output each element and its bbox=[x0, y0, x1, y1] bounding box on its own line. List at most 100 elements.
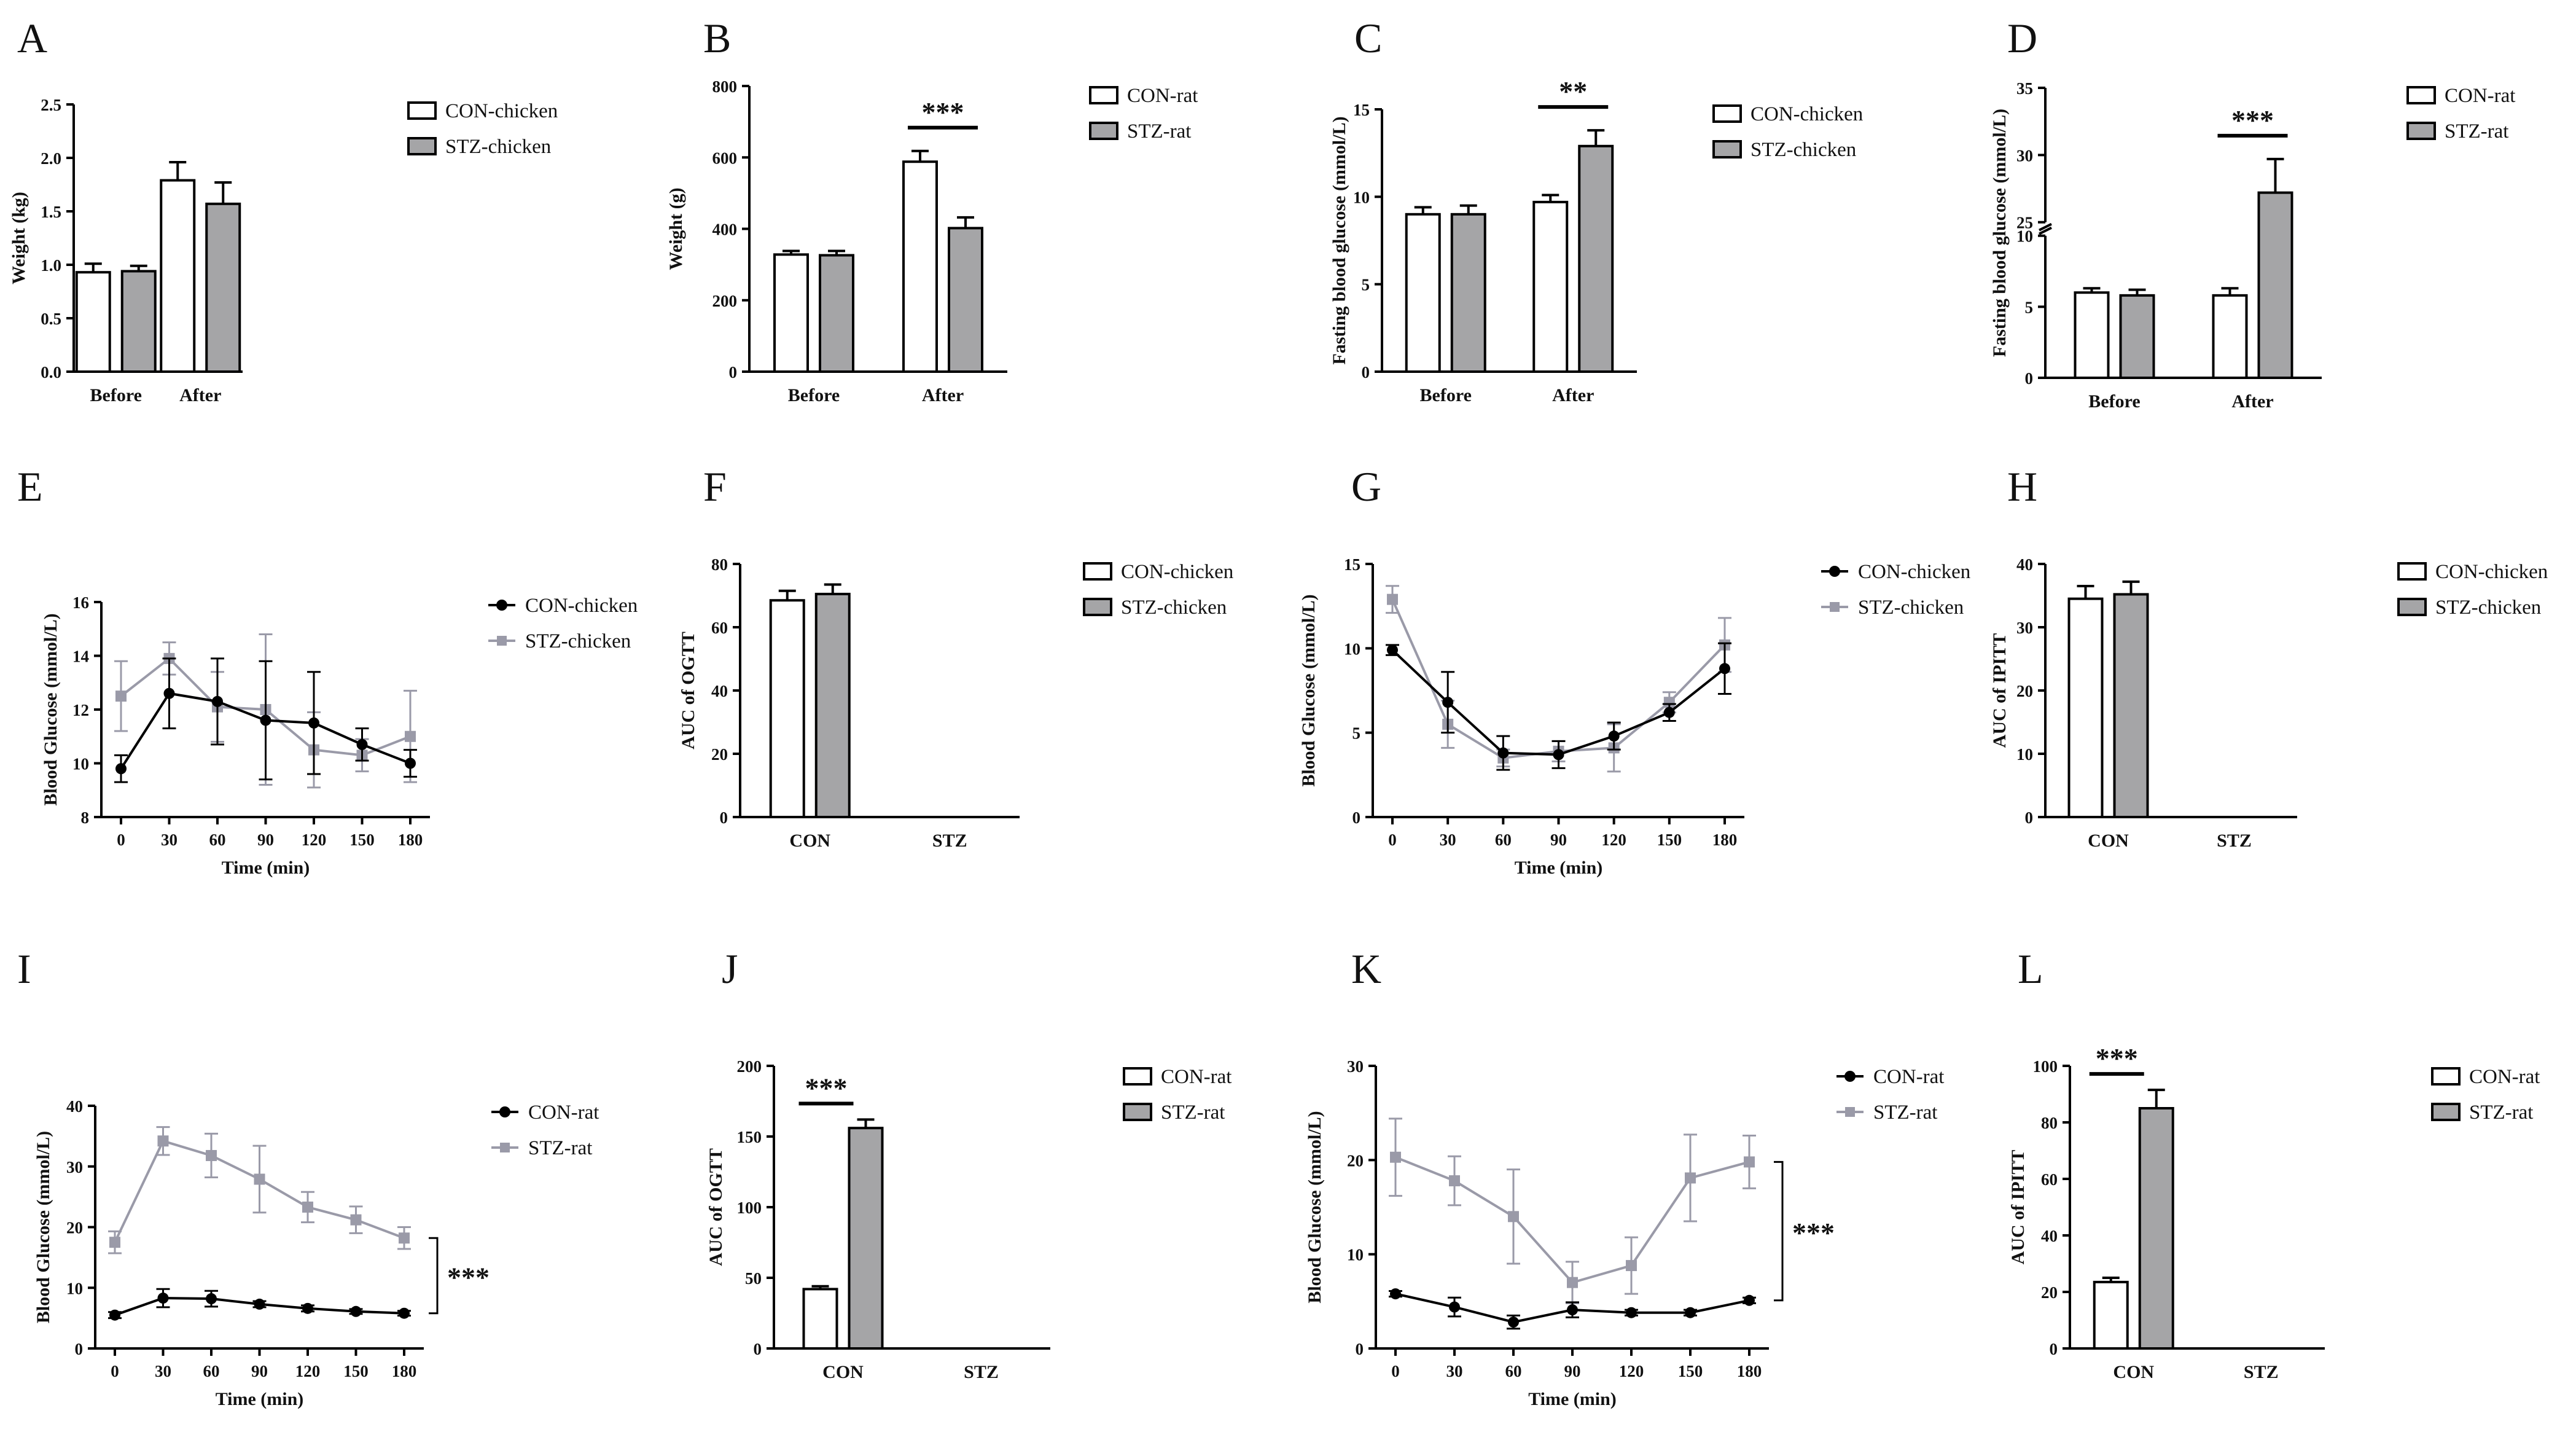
y-tick-label: 0 bbox=[1362, 363, 1370, 381]
legend-label-0: CON-chicken bbox=[525, 595, 638, 617]
y-tick-label: 2.0 bbox=[41, 149, 61, 168]
legend-label-1: STZ-rat bbox=[1127, 120, 1191, 143]
legend-swatch-0 bbox=[2431, 1067, 2461, 1086]
x-tick-label: 90 bbox=[1564, 1362, 1581, 1380]
legend-item-0: CON-chicken bbox=[2397, 561, 2548, 583]
y-tick-label: 800 bbox=[712, 77, 738, 96]
y-tick-label: 20 bbox=[2016, 682, 2033, 700]
legend-item-0: CON-rat bbox=[2406, 85, 2515, 107]
y-tick-label: 0 bbox=[2025, 369, 2034, 388]
bar-con-1 bbox=[2212, 287, 2248, 379]
x-category-label: After bbox=[179, 385, 221, 405]
x-tick-label: 60 bbox=[1505, 1362, 1522, 1380]
x-category-label: CON bbox=[2113, 1362, 2154, 1382]
panel-label: F bbox=[703, 463, 727, 510]
y-tick-label: 10 bbox=[2016, 227, 2033, 246]
significance-label: *** bbox=[805, 1072, 848, 1103]
data-point bbox=[1719, 663, 1730, 675]
y-tick-label: 20 bbox=[1347, 1151, 1364, 1170]
significance-label: *** bbox=[2096, 1043, 2138, 1074]
data-point bbox=[1685, 1172, 1696, 1184]
significance-label: *** bbox=[1792, 1217, 1835, 1248]
y-tick-label: 1.0 bbox=[41, 256, 61, 275]
data-point bbox=[1508, 1211, 1519, 1223]
y-tick-label: 400 bbox=[712, 221, 738, 239]
x-category-label: CON bbox=[789, 831, 830, 851]
bar bbox=[1532, 200, 1569, 373]
legend-item-1: STZ-chicken bbox=[1821, 597, 1964, 619]
legend-swatch-0 bbox=[1712, 104, 1742, 123]
y-axis-title: AUC of OGTT bbox=[706, 1148, 726, 1266]
panel-a: A 0.0 0.5 1.0 1.5 2.0 2.5 Weight (kg) Before Afte… bbox=[9, 15, 558, 405]
x-tick-label: 0 bbox=[117, 831, 125, 849]
panel-b: B 0 200 400 600 800 Weight (g) Before After *** CO… bbox=[666, 15, 1198, 405]
x-category-label: CON bbox=[822, 1362, 864, 1382]
bar bbox=[1450, 213, 1486, 373]
y-axis-title: AUC of OGTT bbox=[678, 632, 698, 749]
bar bbox=[2212, 294, 2248, 379]
bar-stz-1 bbox=[1578, 129, 1614, 373]
legend-swatch-1 bbox=[1712, 140, 1742, 158]
y-tick-label: 0.5 bbox=[41, 310, 61, 328]
x-tick-label: 30 bbox=[1446, 1362, 1463, 1380]
panel-label: H bbox=[2007, 463, 2037, 510]
data-point bbox=[405, 757, 416, 769]
legend-swatch-0 bbox=[2397, 562, 2427, 581]
data-point bbox=[350, 1305, 362, 1317]
legend-swatch-0 bbox=[2406, 86, 2436, 104]
axes: 0 20 40 60 80 AUC of OGTT bbox=[678, 555, 1020, 827]
axes: 0 10 20 30 40 Blood Glucose (mmol/L) bbox=[33, 1097, 424, 1358]
legend-label-0: CON-chicken bbox=[1858, 561, 1970, 583]
y-tick-label: 20 bbox=[2041, 1283, 2058, 1302]
x-tick-label: 0 bbox=[111, 1362, 119, 1380]
x-tick-label: 120 bbox=[295, 1362, 321, 1380]
legend-swatch-0 bbox=[1123, 1067, 1152, 1086]
legend-item-0: CON-rat bbox=[491, 1101, 599, 1124]
data-point bbox=[212, 695, 223, 707]
bar bbox=[769, 599, 805, 818]
bar-stz-0 bbox=[814, 583, 851, 818]
x-tick-label: 30 bbox=[1440, 831, 1456, 849]
legend-label-0: CON-rat bbox=[1161, 1066, 1231, 1088]
legend-item-1: STZ-rat bbox=[1123, 1101, 1225, 1124]
y-tick-label: 40 bbox=[2016, 555, 2033, 574]
significance-bracket bbox=[1774, 1160, 1784, 1302]
bar-con-1 bbox=[902, 149, 938, 373]
y-tick-label: 14 bbox=[72, 648, 89, 666]
panel-label: I bbox=[17, 945, 31, 992]
x-tick-label: 30 bbox=[155, 1362, 171, 1380]
bar bbox=[802, 1288, 838, 1350]
data-point bbox=[399, 1307, 410, 1319]
data-point bbox=[1685, 1307, 1696, 1318]
y-axis-title: AUC of IPITT bbox=[2008, 1150, 2028, 1265]
data-point bbox=[157, 1135, 169, 1147]
y-tick-label: 10 bbox=[1344, 640, 1360, 658]
legend-item-0: CON-rat bbox=[1089, 85, 1198, 107]
x-tick-label: 150 bbox=[343, 1362, 369, 1380]
x-category-label: Before bbox=[2088, 391, 2140, 412]
bar bbox=[205, 202, 241, 373]
bar-con-0 bbox=[2067, 585, 2104, 819]
data-point bbox=[1449, 1301, 1460, 1313]
x-axis-title: Time (min) bbox=[222, 858, 310, 878]
bar bbox=[160, 179, 196, 373]
series-line bbox=[1391, 598, 1726, 759]
data-point bbox=[1497, 747, 1509, 759]
bar-con-0 bbox=[2074, 287, 2110, 379]
y-tick-label: 60 bbox=[711, 619, 728, 637]
panel-l: L 0 20 40 60 80 100 AUC of IPITT CON STZ *** CON-ra… bbox=[2008, 945, 2540, 1382]
legend-item-1: STZ-chicken bbox=[1083, 597, 1227, 619]
bar-stz-0 bbox=[2119, 288, 2155, 379]
legend-item-1: STZ-rat bbox=[2406, 120, 2508, 143]
y-tick-label: 100 bbox=[2033, 1057, 2058, 1076]
bar-stz-0 bbox=[819, 249, 854, 374]
significance-label: *** bbox=[447, 1262, 490, 1293]
x-category-label: After bbox=[1552, 385, 1594, 405]
bar bbox=[2093, 1280, 2129, 1350]
data-point bbox=[1390, 1288, 1401, 1300]
data-point bbox=[1553, 749, 1564, 761]
legend-item-0: CON-chicken bbox=[407, 100, 558, 122]
legend-label-1: STZ-rat bbox=[2445, 120, 2508, 143]
y-tick-label: 0.0 bbox=[41, 363, 61, 381]
